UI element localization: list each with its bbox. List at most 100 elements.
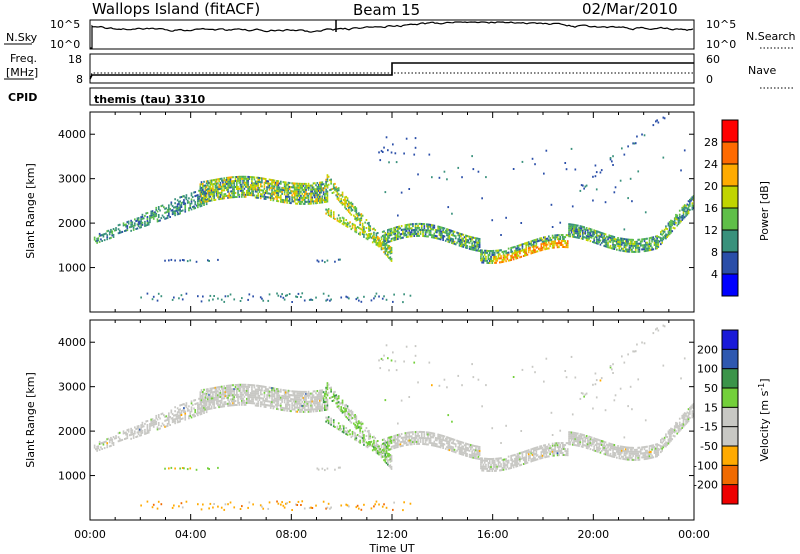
power-cell bbox=[220, 185, 223, 188]
velocity-cell bbox=[241, 383, 243, 386]
velocity-cell bbox=[346, 431, 349, 434]
velocity-cell bbox=[288, 404, 291, 406]
velocity-cell bbox=[100, 442, 102, 445]
velocity-cell bbox=[118, 437, 121, 440]
power-cell bbox=[324, 185, 326, 187]
velocity-cell bbox=[327, 391, 330, 394]
power-cell bbox=[228, 186, 231, 189]
power-cell bbox=[188, 209, 190, 212]
power-cell bbox=[229, 293, 232, 296]
nave-tick-top: 60 bbox=[706, 53, 720, 66]
power-cell bbox=[360, 217, 363, 220]
velocity-cell bbox=[256, 392, 258, 395]
power-cell bbox=[339, 194, 341, 197]
power-cell bbox=[389, 258, 392, 261]
velocity-cell bbox=[165, 415, 168, 418]
velocity-cell bbox=[340, 504, 343, 507]
power-cell bbox=[525, 252, 528, 255]
velocity-cell bbox=[286, 403, 288, 406]
velocity-cell bbox=[220, 387, 223, 390]
power-cell bbox=[515, 255, 517, 258]
velocity-cell bbox=[346, 405, 349, 408]
velocity-cell bbox=[246, 401, 248, 404]
power-cell bbox=[200, 191, 203, 194]
power-cell bbox=[302, 188, 305, 191]
power-cell bbox=[608, 246, 611, 249]
power-cell bbox=[442, 231, 444, 233]
power-cell bbox=[495, 259, 497, 262]
velocity-cell bbox=[478, 454, 481, 456]
velocity-cell bbox=[228, 388, 231, 391]
power-cell bbox=[369, 229, 372, 232]
power-cell bbox=[130, 221, 132, 224]
velocity-cell bbox=[156, 426, 159, 429]
power-cell bbox=[384, 232, 387, 234]
power-cell bbox=[543, 172, 545, 175]
velocity-cell bbox=[277, 408, 280, 411]
velocity-cell bbox=[448, 443, 451, 446]
velocity-cell bbox=[305, 398, 307, 401]
power-cell bbox=[665, 225, 667, 228]
power-cell bbox=[395, 226, 398, 229]
velocity-cell bbox=[200, 410, 203, 413]
velocity-cell bbox=[354, 416, 356, 418]
power-cell bbox=[470, 248, 472, 251]
power-cell bbox=[202, 295, 204, 298]
power-cell bbox=[397, 234, 399, 236]
power-cell bbox=[549, 237, 551, 240]
velocity-cell bbox=[146, 428, 149, 430]
velocity-cell bbox=[394, 446, 397, 449]
power-cell bbox=[320, 181, 322, 184]
power-cell bbox=[394, 228, 397, 231]
power-cell bbox=[648, 241, 651, 244]
power-cell bbox=[495, 249, 497, 252]
velocity-cell bbox=[369, 433, 372, 436]
velocity-cell bbox=[384, 442, 387, 444]
velocity-cell bbox=[335, 394, 338, 397]
power-cell bbox=[354, 210, 356, 212]
power-cell bbox=[126, 221, 129, 224]
velocity-cell bbox=[115, 435, 117, 438]
velocity-cell bbox=[371, 436, 374, 439]
power-cell bbox=[297, 200, 300, 203]
power-cell bbox=[527, 251, 530, 254]
velocity-cell bbox=[462, 451, 465, 454]
velocity-cell bbox=[404, 436, 407, 439]
velocity-cell bbox=[317, 405, 320, 408]
power-cell bbox=[426, 235, 428, 238]
power-cell bbox=[272, 191, 275, 194]
power-cell bbox=[298, 202, 301, 205]
power-cell bbox=[300, 200, 302, 203]
power-cell bbox=[404, 230, 407, 233]
power-cell bbox=[257, 182, 260, 185]
power-cell bbox=[287, 191, 290, 194]
velocity-cell bbox=[458, 442, 461, 445]
velocity-cell bbox=[409, 431, 412, 434]
velocity-cell bbox=[478, 452, 481, 454]
velocity-cell bbox=[189, 410, 192, 413]
velocity-cell bbox=[234, 384, 237, 386]
power-cell bbox=[278, 182, 281, 185]
power-cell bbox=[262, 189, 265, 192]
power-cell bbox=[389, 250, 392, 253]
power-cell bbox=[535, 244, 538, 247]
velocity-cell bbox=[295, 503, 297, 506]
power-cell bbox=[686, 209, 689, 212]
power-cell bbox=[312, 182, 315, 185]
velocity-cell bbox=[339, 466, 341, 469]
power-cell bbox=[173, 210, 175, 213]
power-cell bbox=[142, 217, 145, 220]
velocity-cell bbox=[436, 437, 438, 440]
power-cell bbox=[631, 244, 633, 247]
power-cell bbox=[285, 185, 287, 188]
power-cell bbox=[461, 237, 463, 240]
power-cell bbox=[233, 194, 236, 197]
velocity-cell bbox=[215, 386, 218, 389]
power-cell bbox=[641, 244, 643, 247]
velocity-cell bbox=[429, 433, 432, 436]
velocity-cell bbox=[354, 432, 356, 435]
power-cell bbox=[293, 192, 296, 195]
power-cell bbox=[583, 187, 585, 190]
velocity-cell bbox=[269, 390, 272, 393]
power-cell bbox=[502, 252, 505, 255]
